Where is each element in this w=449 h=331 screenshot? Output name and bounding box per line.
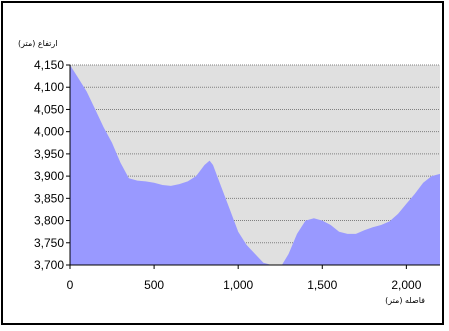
y-tick-label: 3,800	[34, 214, 64, 228]
y-tick-label: 4,150	[34, 58, 64, 72]
y-tick-label: 3,850	[34, 191, 64, 205]
y-tick-label: 3,700	[34, 258, 64, 272]
y-tick-label: 4,000	[34, 125, 64, 139]
y-tick-label: 3,950	[34, 147, 64, 161]
elevation-area	[70, 65, 440, 265]
y-axis-title: ارتفاع (متر)	[18, 39, 57, 48]
y-tick-label: 4,050	[34, 102, 64, 116]
y-tick-label: 3,750	[34, 236, 64, 250]
x-axis-title: فاصله (متر)	[385, 296, 425, 305]
x-tick-label: 0	[67, 278, 74, 292]
x-tick-label: 500	[144, 278, 164, 292]
x-tick-label: 2,000	[391, 278, 421, 292]
y-tick-label: 3,900	[34, 169, 64, 183]
x-tick-labels: 0 500 1,000 1,500 2,000	[67, 278, 422, 292]
y-tick-label: 4,100	[34, 80, 64, 94]
x-tick-label: 1,500	[307, 278, 337, 292]
y-tick-labels: 4,150 4,100 4,050 4,000 3,950 3,900 3,850 3,800…	[34, 58, 64, 272]
x-tick-label: 1,000	[223, 278, 253, 292]
